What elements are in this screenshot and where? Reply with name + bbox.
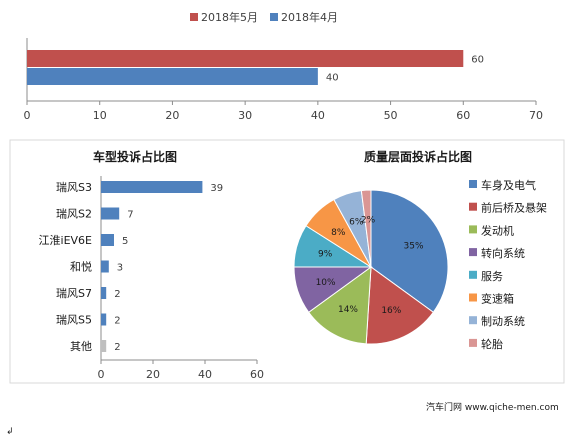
model-bar-label: 2 <box>114 342 120 353</box>
top-tick-label: 50 <box>384 109 398 122</box>
model-bar-label: 5 <box>122 236 128 247</box>
monthly-comparison-chart: 2018年5月 2018年4月 60 40 0 10 20 30 40 50 60 70 <box>24 10 544 122</box>
model-category-label: 瑞风S5 <box>56 313 92 327</box>
model-bar <box>101 340 107 352</box>
model-bar-label: 7 <box>127 210 133 221</box>
pie-slice-label: 8% <box>331 228 346 238</box>
top-tick-label: 40 <box>311 109 325 122</box>
model-category-label: 瑞风S3 <box>56 180 92 194</box>
pie-slice <box>365 266 434 345</box>
model-tick-label: 20 <box>146 368 160 381</box>
pie-legend-label: 发动机 <box>481 223 514 237</box>
pie-slice <box>370 189 449 313</box>
source-credit: 汽车门网 www.qiche-men.com <box>426 401 559 413</box>
model-tick-label: 40 <box>198 368 212 381</box>
pie-legend-swatch <box>469 248 477 257</box>
top-legend-swatch-0 <box>190 13 198 21</box>
model-category-label: 和悦 <box>70 260 92 274</box>
top-legend-swatch-1 <box>270 13 278 21</box>
model-chart-title: 车型投诉占比图 <box>93 149 177 164</box>
model-bar <box>101 313 107 326</box>
model-bar-label: 3 <box>117 263 123 274</box>
pie-slice-label: 10% <box>316 278 336 288</box>
top-tick-label: 70 <box>529 109 543 122</box>
top-bar-1 <box>27 68 318 85</box>
model-tick-label: 60 <box>250 368 264 381</box>
pie-slice-label: 16% <box>381 306 401 316</box>
top-bar-label-1: 40 <box>326 73 339 84</box>
pie-legend-swatch <box>469 293 477 302</box>
pie-slice-label: 35% <box>404 241 424 251</box>
pie-legend-swatch <box>469 180 477 188</box>
model-category-label: 瑞风S7 <box>56 286 92 300</box>
top-tick-label: 10 <box>93 109 107 122</box>
top-tick-label: 0 <box>24 109 31 122</box>
pie-slice <box>308 265 372 345</box>
model-category-label: 其他 <box>70 340 92 353</box>
model-tick-label: 0 <box>98 368 105 381</box>
model-bar <box>101 207 120 220</box>
pie-legend-label: 变速箱 <box>481 292 514 306</box>
top-tick-label: 60 <box>456 109 470 122</box>
top-legend-label-0: 2018年5月 <box>201 10 258 24</box>
paragraph-mark: ↲ <box>6 427 14 437</box>
pie-legend-swatch <box>469 316 477 325</box>
model-bar <box>101 287 107 299</box>
model-bar <box>101 260 109 273</box>
model-complaint-chart: 车型投诉占比图 瑞风S3 39 瑞风S2 7 江淮iEV6E 5 和悦 3 瑞风S7 2 瑞风S5 2… <box>39 149 264 381</box>
quality-complaint-pie: 质量层面投诉占比图 35% 16% 14% 10% 9% 8%6%2% 车身及电气前后桥及… <box>293 149 547 351</box>
pie-legend-swatch <box>469 202 477 211</box>
top-tick-label: 30 <box>238 109 252 122</box>
model-bar-label: 39 <box>210 183 223 194</box>
top-tick-label: 20 <box>165 109 179 122</box>
model-category-label: 瑞风S2 <box>56 207 92 221</box>
pie-slice <box>360 189 372 268</box>
pie-chart-title: 质量层面投诉占比图 <box>364 149 472 164</box>
pie-slice-label: 6% <box>349 218 364 228</box>
pie-slice-label: 9% <box>318 250 333 260</box>
pie-legend-label: 前后桥及悬架 <box>481 201 547 215</box>
pie-slice-label: 2% <box>361 215 376 225</box>
bottom-panel-frame <box>9 139 565 384</box>
model-bar-label: 2 <box>114 316 120 327</box>
pie-legend-label: 转向系统 <box>481 246 525 260</box>
pie-legend-label: 车身及电气 <box>481 178 536 192</box>
top-legend-label-1: 2018年4月 <box>281 10 338 24</box>
model-bar <box>101 181 203 193</box>
pie-legend-swatch <box>469 338 477 347</box>
pie-legend-swatch <box>469 270 477 279</box>
pie-legend-swatch <box>469 225 477 234</box>
pie-legend-label: 轮胎 <box>481 337 503 351</box>
model-bar-label: 2 <box>114 289 120 300</box>
model-category-label: 江淮iEV6E <box>39 234 93 247</box>
pie-legend-label: 制动系统 <box>481 315 525 328</box>
top-bar-label-0: 60 <box>471 55 484 66</box>
top-legend: 2018年5月 2018年4月 <box>190 10 338 24</box>
top-bar-0 <box>27 50 464 67</box>
model-bar <box>101 234 114 246</box>
pie-legend-label: 服务 <box>481 270 503 283</box>
pie-slice-label: 14% <box>338 305 358 315</box>
